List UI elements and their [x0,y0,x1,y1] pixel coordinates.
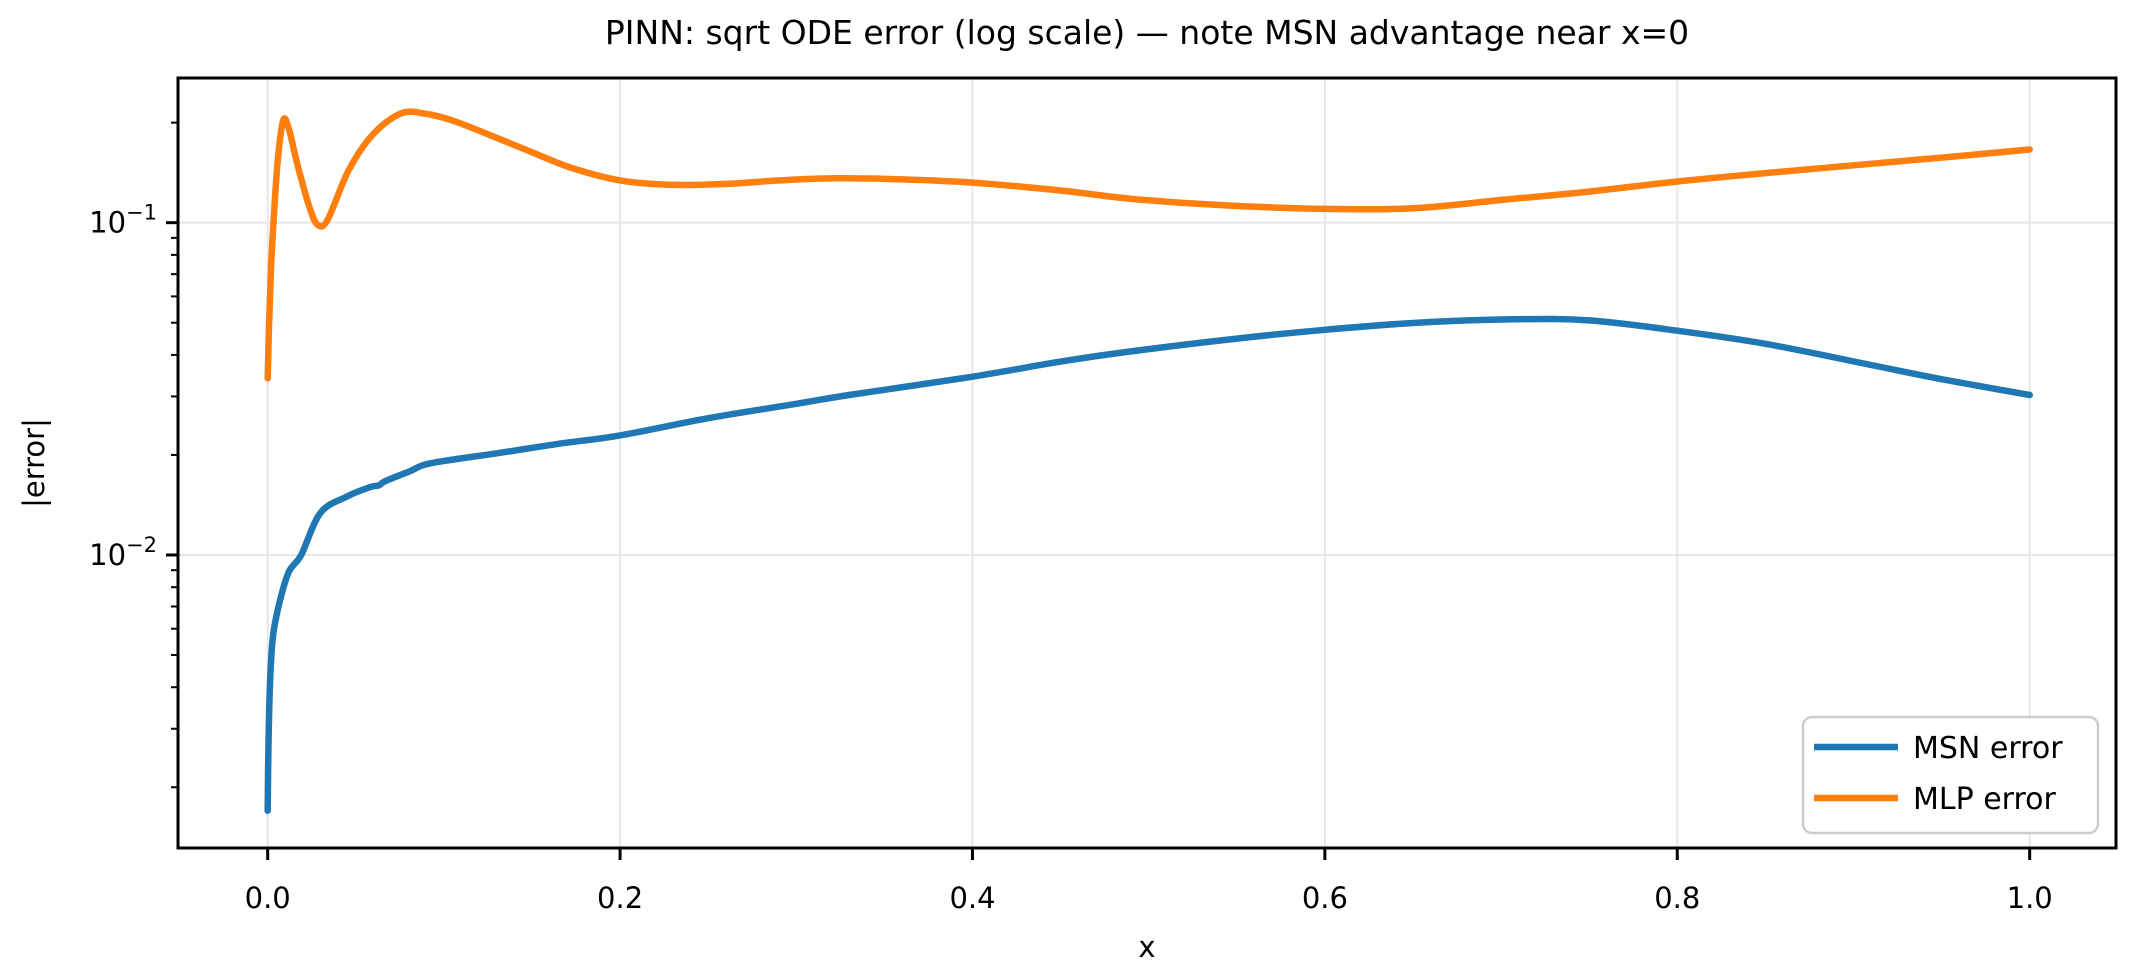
legend-label-mlp: MLP error [1913,782,2057,817]
series-lines [264,108,2033,814]
x-tick-label: 0.2 [597,881,643,915]
x-tick-label: 1.0 [2007,881,2053,915]
x-tick-label: 0.8 [1654,881,1700,915]
chart-title: PINN: sqrt ODE error (log scale) — note … [605,13,1689,52]
x-tick-label: 0.6 [1302,881,1348,915]
series-line-mlp-error [264,108,2033,382]
y-tick-base: 10 [89,206,126,240]
legend: MSN error MLP error [1801,715,2100,835]
y-tick-label: 10−2 [89,533,157,572]
axis-ticks [166,121,2032,860]
y-tick-base: 10 [89,538,126,572]
x-tick-labels: 0.0 0.2 0.4 0.6 0.8 1.0 [245,881,2053,915]
y-tick-exponent: −1 [126,201,157,225]
plot-border [176,76,2118,850]
x-tick-label: 0.4 [949,881,995,915]
x-axis-label: x [1138,930,1155,964]
y-axis-label: |error| [17,418,51,508]
legend-label-msn: MSN error [1913,731,2063,766]
x-tick-label: 0.0 [245,881,291,915]
y-tick-label: 10−1 [89,201,157,240]
series-line-msn-error [264,315,2033,814]
y-tick-exponent: −2 [126,533,157,557]
y-tick-labels: 10−1 10−2 [89,201,157,572]
